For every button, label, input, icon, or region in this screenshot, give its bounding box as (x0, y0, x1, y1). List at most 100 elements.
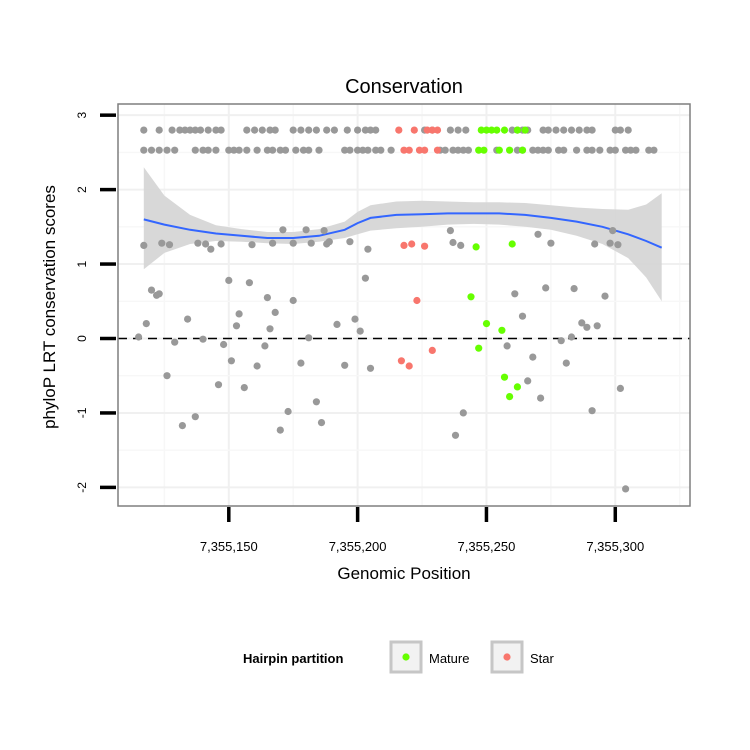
point-other (361, 274, 369, 282)
point-other (351, 315, 359, 323)
point-other (356, 327, 364, 335)
point-star (433, 126, 442, 134)
point-other (202, 240, 210, 248)
point-other (645, 146, 653, 154)
point-other (263, 146, 271, 154)
y-axis-title: phyloP LRT conservation scores (40, 185, 59, 429)
point-other (135, 333, 143, 341)
panel-border (117, 103, 691, 507)
point-other (616, 126, 625, 134)
point-other (588, 407, 596, 415)
point-other (289, 126, 297, 134)
point-other (611, 146, 619, 154)
point-other (611, 126, 619, 134)
legend-marker-star (503, 653, 511, 661)
point-mature (493, 126, 501, 134)
point-other (622, 146, 630, 154)
point-mature (513, 126, 522, 134)
point-other (299, 146, 308, 154)
point-mature (475, 146, 483, 154)
point-star (433, 146, 442, 154)
point-other (317, 419, 326, 427)
point-other (529, 146, 537, 154)
point-other (235, 146, 243, 154)
point-other (253, 146, 261, 154)
point-other (614, 241, 622, 249)
point-other (346, 146, 354, 154)
point-other (184, 315, 192, 323)
point-other (341, 146, 349, 154)
point-other (449, 146, 457, 154)
point-other (194, 239, 202, 247)
point-other (534, 230, 542, 238)
point-other (232, 322, 241, 330)
point-mature (500, 373, 509, 381)
point-other (575, 126, 583, 134)
point-other (240, 384, 248, 392)
series-mature (467, 126, 529, 401)
point-mature (506, 146, 514, 154)
point-other (191, 413, 199, 421)
point-other (140, 126, 148, 134)
y-tick-label: 1 (75, 260, 89, 267)
point-other (243, 126, 251, 134)
point-other (567, 333, 576, 341)
x-axis: 7,355,150 7,355,200 7,355,250 7,355,300 (200, 507, 644, 554)
point-star (428, 346, 436, 354)
point-mature (506, 393, 514, 401)
point-mature (488, 126, 496, 134)
point-mature (500, 126, 509, 134)
point-star (405, 146, 413, 154)
point-other (454, 146, 462, 154)
point-mature (518, 146, 527, 154)
point-other (508, 126, 516, 134)
point-star (428, 126, 436, 134)
point-other (451, 431, 460, 439)
point-other (217, 126, 225, 134)
point-other (261, 342, 269, 350)
point-other (622, 485, 630, 493)
point-other (503, 342, 511, 350)
data-points (135, 126, 658, 493)
y-tick-label: -2 (75, 482, 89, 493)
point-mature (480, 146, 488, 154)
point-other (560, 146, 568, 154)
point-other (225, 276, 233, 284)
point-other (560, 126, 568, 134)
point-other (364, 245, 372, 253)
point-other (235, 310, 243, 318)
point-star (421, 146, 429, 154)
point-mature (521, 126, 529, 134)
point-other (155, 146, 163, 154)
point-star (400, 146, 408, 154)
point-other (191, 126, 199, 134)
y-tick-label: 0 (75, 335, 89, 342)
point-other (245, 279, 253, 287)
point-other (227, 357, 235, 365)
point-other (346, 238, 354, 246)
point-mature (482, 126, 491, 134)
point-other (596, 146, 604, 154)
point-star (405, 362, 413, 370)
point-other (269, 239, 277, 247)
point-other (573, 146, 581, 154)
point-mature (475, 344, 483, 352)
point-other (511, 290, 519, 298)
legend-title: Hairpin partition (243, 651, 343, 666)
point-other (307, 239, 315, 247)
point-other (542, 284, 550, 292)
point-other (276, 146, 284, 154)
point-star (415, 146, 424, 154)
point-other (165, 241, 174, 249)
point-other (186, 126, 194, 134)
point-other (544, 126, 552, 134)
point-other (591, 240, 599, 248)
point-other (248, 241, 256, 249)
point-other (583, 323, 591, 331)
point-other (176, 126, 184, 134)
x-axis-title: Genomic Position (337, 564, 470, 583)
point-other (454, 126, 462, 134)
point-other (279, 226, 287, 234)
point-other (305, 334, 313, 342)
point-other (220, 340, 228, 349)
